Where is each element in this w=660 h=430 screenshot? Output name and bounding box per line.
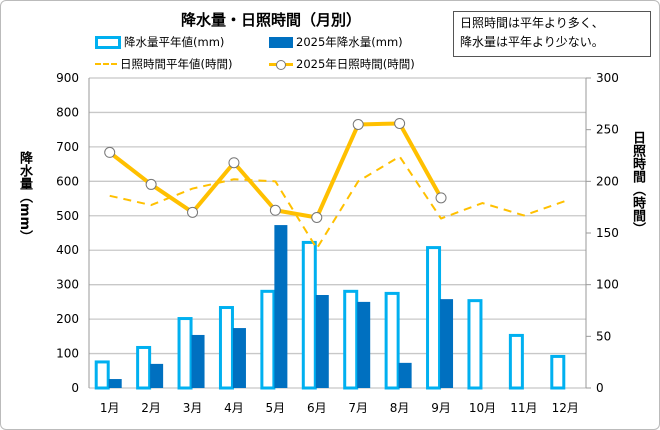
annotation-line: 降水量は平年より少ない。 xyxy=(460,35,604,49)
bar-normal-rainfall xyxy=(94,360,110,390)
legend-swatch-dashed xyxy=(95,63,117,65)
y-left-tick-label: 600 xyxy=(56,174,79,188)
y-left-tick-label: 800 xyxy=(56,105,79,119)
annotation-line: 日照時間は平年より多く、 xyxy=(460,16,604,30)
x-tick-label: 9月 xyxy=(431,401,451,415)
bar-normal-rainfall xyxy=(550,354,566,390)
x-tick-label: 6月 xyxy=(307,401,327,415)
bar-2025-rainfall xyxy=(357,301,371,388)
legend-label: 日照時間平年値(時間) xyxy=(120,57,233,71)
legend-label: 2025年日照時間(時間) xyxy=(296,57,415,71)
marker-2025-sunshine xyxy=(104,146,116,158)
y-left-tick-label: 700 xyxy=(56,140,79,154)
bar-normal-rainfall xyxy=(301,240,317,390)
marker-2025-sunshine xyxy=(269,204,281,216)
y-axis-left-label: 降水量（mm） xyxy=(17,151,32,244)
legend-item: 2025年降水量(mm) xyxy=(269,34,403,50)
y-right-tick-label: 250 xyxy=(596,123,619,137)
x-tick-label: 7月 xyxy=(348,401,368,415)
bar-2025-rainfall xyxy=(150,363,164,388)
legend-item: 日照時間平年値(時間) xyxy=(95,56,232,72)
y-left-tick-label: 400 xyxy=(56,243,79,257)
x-tick-label: 2月 xyxy=(141,401,161,415)
marker-2025-sunshine xyxy=(394,117,406,129)
marker-2025-sunshine xyxy=(228,157,240,169)
marker-2025-sunshine xyxy=(187,206,199,218)
y-right-tick-label: 150 xyxy=(596,226,619,240)
bar-normal-rainfall xyxy=(343,289,359,390)
y-left-tick-label: 0 xyxy=(71,381,79,395)
x-tick-label: 1月 xyxy=(100,401,120,415)
x-tick-label: 8月 xyxy=(390,401,410,415)
bar-2025-rainfall xyxy=(108,379,122,388)
y-left-tick-label: 500 xyxy=(56,209,79,223)
legend-item: 降水量平年値(mm) xyxy=(95,34,224,50)
bar-normal-rainfall xyxy=(177,317,193,390)
bar-2025-rainfall xyxy=(191,334,205,388)
bar-2025-rainfall xyxy=(274,225,288,388)
legend-swatch-outline xyxy=(95,35,121,49)
x-tick-label: 4月 xyxy=(224,401,244,415)
y-right-tick-label: 0 xyxy=(596,381,604,395)
annotation-box: 日照時間は平年より多く、 降水量は平年より少ない。 xyxy=(453,11,651,57)
y-right-tick-label: 100 xyxy=(596,278,619,292)
legend-item: 2025年日照時間(時間) xyxy=(269,56,415,72)
bar-normal-rainfall xyxy=(136,345,152,390)
bar-normal-rainfall xyxy=(384,291,400,390)
bar-normal-rainfall xyxy=(508,333,524,390)
marker-2025-sunshine xyxy=(352,119,364,130)
bar-2025-rainfall xyxy=(232,328,246,388)
y-left-tick-label: 100 xyxy=(56,347,79,361)
x-tick-label: 3月 xyxy=(183,401,203,415)
marker-2025-sunshine xyxy=(435,192,447,204)
line-2025-sunshine xyxy=(108,121,443,220)
marker-2025-sunshine xyxy=(311,212,323,223)
legend-swatch-solid xyxy=(269,36,293,48)
bar-2025-rainfall xyxy=(440,299,454,388)
marker-2025-sunshine xyxy=(145,178,157,190)
y-left-tick-label: 900 xyxy=(56,71,79,85)
x-tick-label: 5月 xyxy=(266,401,286,415)
x-tick-label: 12月 xyxy=(552,401,579,415)
bar-normal-rainfall xyxy=(426,246,442,390)
legend-label: 降水量平年値(mm) xyxy=(124,35,225,49)
legend-label: 2025年降水量(mm) xyxy=(296,35,403,49)
bar-normal-rainfall xyxy=(218,306,234,390)
y-right-tick-label: 200 xyxy=(596,174,619,188)
bar-2025-rainfall xyxy=(398,362,412,388)
x-tick-label: 10月 xyxy=(469,401,496,415)
y-left-tick-label: 200 xyxy=(56,312,79,326)
bar-normal-rainfall xyxy=(260,289,276,390)
y-left-tick-label: 300 xyxy=(56,278,79,292)
y-right-tick-label: 300 xyxy=(596,71,619,85)
y-right-tick-label: 50 xyxy=(596,329,611,343)
y-axis-right-label: 日照時間（時間） xyxy=(630,131,645,235)
bar-2025-rainfall xyxy=(315,295,329,388)
bar-normal-rainfall xyxy=(467,299,483,390)
x-tick-label: 11月 xyxy=(510,401,537,415)
legend-swatch-marker-line xyxy=(269,59,293,70)
chart-title: 降水量・日照時間（月別） xyxy=(180,11,361,29)
